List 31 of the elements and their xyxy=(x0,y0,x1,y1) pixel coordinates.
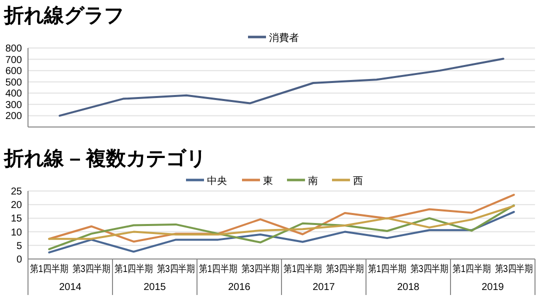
y-tick-label: 200 xyxy=(5,111,22,122)
y-tick-label: 700 xyxy=(5,54,22,66)
text: 2015 xyxy=(144,282,166,293)
text: 2016 xyxy=(228,282,251,293)
y-tick-label: 600 xyxy=(5,66,22,78)
y-tick-label: 10 xyxy=(10,227,22,238)
y-tick-label: 400 xyxy=(5,88,22,100)
y-tick-label: 20 xyxy=(10,200,22,212)
legend-label: 東 xyxy=(263,175,273,187)
legend-label: 消費者 xyxy=(269,32,299,44)
line-series xyxy=(48,204,515,250)
text: 2014 xyxy=(59,282,82,293)
y-tick-label: 800 xyxy=(5,44,22,54)
y-tick-label: 25 xyxy=(10,186,22,198)
text: 2018 xyxy=(397,282,420,293)
y-tick-label: 0 xyxy=(16,254,22,266)
line-series xyxy=(48,204,515,240)
text: 2017 xyxy=(312,282,336,293)
line-series xyxy=(48,194,515,243)
y-tick-label: 15 xyxy=(10,214,22,225)
legend-label: 南 xyxy=(308,175,318,187)
text: 2019 xyxy=(482,282,504,293)
y-tick-label: 500 xyxy=(5,77,22,88)
chart-title: 折れ線 – 複数カテゴリ xyxy=(3,147,206,170)
y-tick-label: 5 xyxy=(16,240,22,252)
legend-label: 西 xyxy=(353,176,363,187)
y-tick-label: 300 xyxy=(5,100,22,111)
legend-label: 中央 xyxy=(207,175,227,187)
chart-title: 折れ線グラフ xyxy=(3,5,124,27)
line-series xyxy=(58,58,504,117)
line-series xyxy=(48,210,515,254)
